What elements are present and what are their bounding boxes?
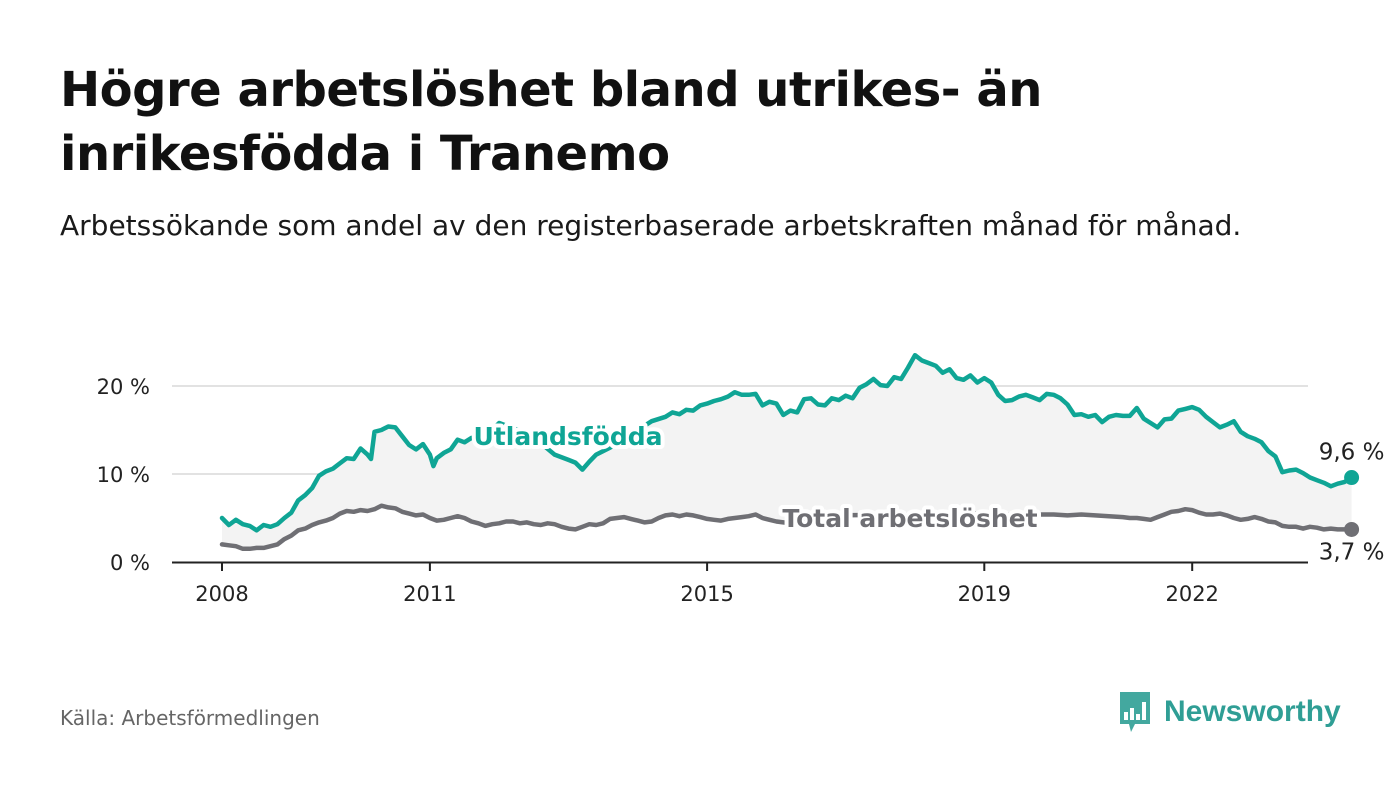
end-point-total [1344,521,1360,537]
series-annotation-halo: Utlandsfödda [474,422,663,451]
series-line-total [219,503,1354,552]
y-tick-label: 10 % [97,463,150,487]
line-chart: 0 %10 %20 %2008 2011 2015 2019 2022 9,6 %9,6… [97,352,1388,606]
source-note: Källa: Arbetsförmedlingen [60,706,320,730]
x-tick-label: 2008 [195,582,248,606]
series-annotation-total: Total arbetslöshet [782,504,1037,533]
series-annotation-halo: Total arbetslöshet [782,504,1037,533]
end-value-label-total: 3,7 % [1319,539,1385,565]
end-value-label-halo: 3,7 % [1319,539,1385,565]
series-annotation-utlandsfodda: Utlandsfödda [474,422,663,451]
series-line-utlandsfodda [219,352,1354,533]
y-tick-label: 20 % [97,375,150,399]
end-point-utlandsfodda [1344,470,1360,486]
chart-labels: 9,6 %9,6 %3,7 %3,7 %UtlandsföddaUtlandsf… [470,418,1388,568]
series-lines [219,352,1360,552]
shaded-band [222,355,1352,549]
end-value-label-utlandsfodda: 9,6 % [1319,440,1385,466]
end-value-label-halo: 9,6 % [1319,440,1385,466]
axes: 0 % 10 % 20 % 2008 2011 2015 2019 2022 [97,375,1308,606]
x-tick-label: 2015 [680,582,733,606]
y-tick-label: 0 % [110,551,150,575]
chart-subtitle: Arbetssökande som andel av den registerb… [60,209,1242,242]
brand-logo[interactable]: Newsworthy [1118,690,1341,734]
x-tick-label: 2011 [403,582,456,606]
x-tick-label: 2019 [958,582,1011,606]
chart-title: Högre arbetslöshet bland utrikes- än inr… [60,62,1042,182]
brand-name: Newsworthy [1164,695,1341,728]
x-tick-label: 2022 [1165,582,1218,606]
newsworthy-logo-icon [1120,692,1150,732]
